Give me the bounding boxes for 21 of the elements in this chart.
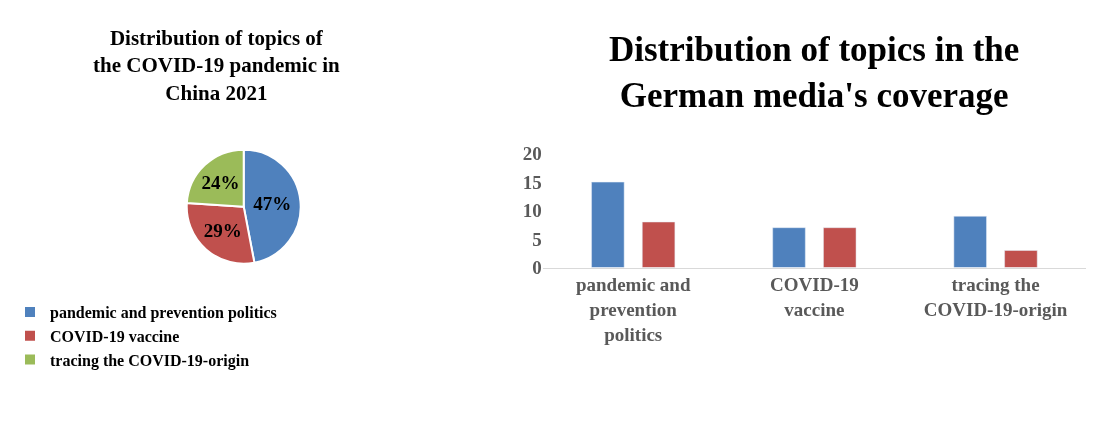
legend-label: tracing the COVID-19-origin (50, 351, 250, 370)
legend-label: COVID-19 vaccine (50, 328, 180, 346)
y-tick-label: 0 (532, 257, 542, 279)
bar (823, 227, 857, 268)
bar (1004, 250, 1038, 268)
bar (772, 227, 806, 268)
y-tick-label: 10 (522, 200, 542, 222)
y-tick-label: 5 (532, 228, 542, 250)
chart-title: Distribution of topics of the COVID-19 pandemic in China 2021 (93, 26, 341, 105)
y-tick-label: 20 (522, 143, 542, 165)
chart-title: Distribution of topics in the German media's coverage (609, 30, 1020, 115)
x-tick-label: pandemic and prevention politics (575, 274, 691, 345)
data-label: 24% (201, 171, 240, 193)
x-tick-label: COVID-19 vaccine (770, 274, 859, 321)
data-label: 47% (253, 193, 292, 215)
data-label: 29% (203, 220, 242, 242)
bar (953, 216, 987, 268)
y-tick-label: 15 (522, 171, 542, 193)
x-tick-label: tracing the COVID-19-origin (923, 274, 1068, 321)
bar (591, 181, 625, 268)
bar (642, 221, 676, 268)
